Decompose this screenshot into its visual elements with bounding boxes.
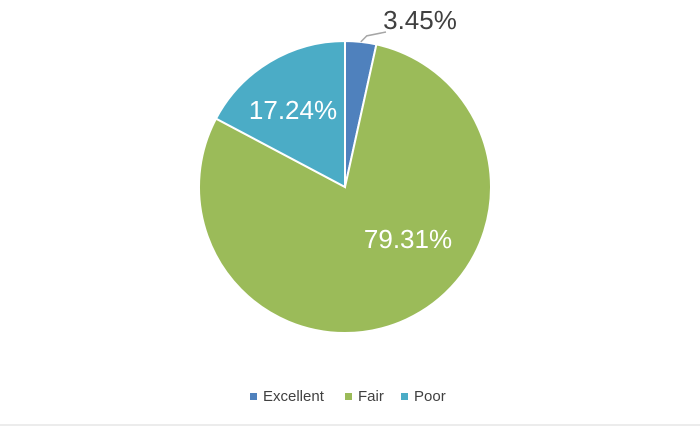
data-label: 17.24% — [249, 95, 337, 125]
legend-marker — [345, 393, 352, 400]
data-label: 79.31% — [364, 224, 452, 254]
legend-label: Poor — [414, 388, 446, 405]
legend-label: Excellent — [263, 388, 325, 405]
legend-marker — [250, 393, 257, 400]
legend-marker — [401, 393, 408, 400]
data-label: 3.45% — [383, 5, 457, 35]
pie-slice — [198, 43, 492, 334]
pie-slice — [214, 39, 346, 189]
legend-label: Fair — [358, 388, 384, 405]
leader-line — [360, 31, 387, 43]
